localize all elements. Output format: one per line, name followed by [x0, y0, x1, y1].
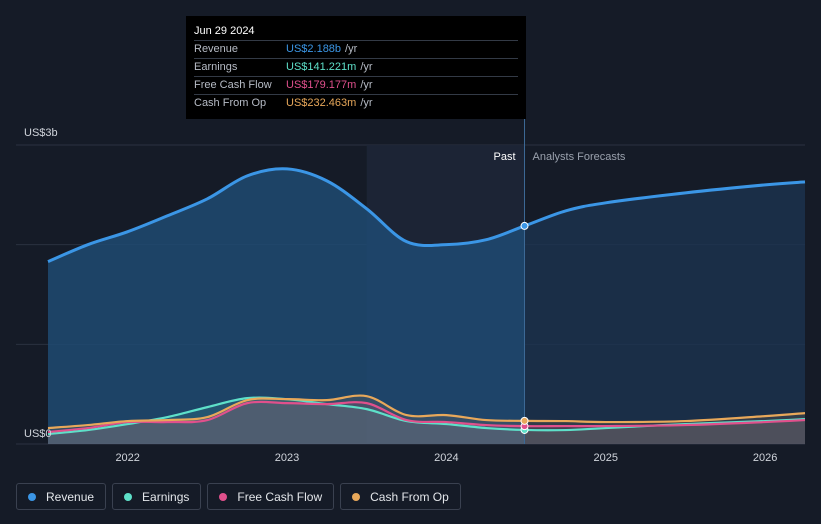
tooltip-label: Free Cash Flow: [194, 79, 272, 91]
legend-dot-icon: [219, 492, 228, 501]
revenue-line: [47, 167, 806, 263]
tooltip-value: US$179.177m: [286, 79, 357, 91]
forecast-label: Analysts Forecasts: [533, 151, 626, 163]
revenue-marker: [520, 221, 529, 230]
x-tick-label: 2026: [753, 452, 777, 464]
tooltip-row-cash-from-op: Cash From Op US$232.463m /yr: [194, 95, 518, 112]
cash-from-op-marker: [520, 416, 529, 425]
legend-item-free-cash-flow[interactable]: Free Cash Flow: [207, 483, 335, 510]
tooltip-label: Cash From Op: [194, 97, 267, 109]
earnings-area: [48, 397, 805, 444]
y-tick-label: US$0: [24, 428, 52, 440]
tooltip-unit: /yr: [360, 97, 373, 109]
x-tick-label: 2024: [434, 452, 458, 464]
legend-label: Free Cash Flow: [237, 489, 323, 504]
tooltip-date: Jun 29 2024: [194, 23, 518, 41]
tooltip-label: Revenue: [194, 43, 239, 55]
tooltip-unit: /yr: [345, 43, 358, 55]
tooltip-row-earnings: Earnings US$141.221m /yr: [194, 59, 518, 77]
tooltip-value: US$232.463m: [286, 97, 357, 109]
chart-canvas: US$3b US$0 2022 2023 2024 2025 2026 Past Analyst…: [16, 118, 806, 464]
free-cash-flow-line: [47, 400, 806, 434]
legend-item-cash-from-op[interactable]: Cash From Op: [340, 483, 461, 510]
legend: Revenue Earnings Free Cash Flow Cash Fro…: [16, 483, 461, 510]
y-tick-label: US$3b: [24, 127, 58, 139]
x-tick-label: 2023: [275, 452, 299, 464]
legend-dot-icon: [124, 492, 133, 501]
legend-label: Cash From Op: [370, 489, 449, 504]
tooltip-value: US$2.188b: [286, 43, 342, 55]
tooltip-row-free-cash-flow: Free Cash Flow US$179.177m /yr: [194, 77, 518, 95]
earnings-line: [47, 396, 806, 436]
revenue-area-forecast: [524, 181, 805, 445]
tooltip-row-revenue: Revenue US$2.188b /yr: [194, 41, 518, 59]
legend-dot-icon: [28, 492, 36, 501]
legend-label: Earnings: [142, 489, 190, 504]
legend-label: Revenue: [46, 489, 95, 504]
tooltip-value: US$141.221m: [286, 61, 357, 73]
tooltip-label: Earnings: [194, 61, 238, 73]
revenue-area-past: [48, 168, 525, 444]
legend-item-earnings[interactable]: Earnings: [112, 483, 202, 510]
legend-dot-icon: [352, 492, 361, 501]
tooltip-unit: /yr: [360, 61, 373, 73]
legend-item-revenue[interactable]: Revenue: [16, 483, 107, 510]
cash-from-op-line: [47, 394, 806, 430]
x-tick-label: 2022: [115, 452, 139, 464]
x-tick-label: 2025: [594, 452, 618, 464]
tooltip-unit: /yr: [360, 79, 373, 91]
past-label: Past: [493, 151, 515, 163]
tooltip: Jun 29 2024 Revenue US$2.188b /yr Earnin…: [186, 16, 526, 119]
